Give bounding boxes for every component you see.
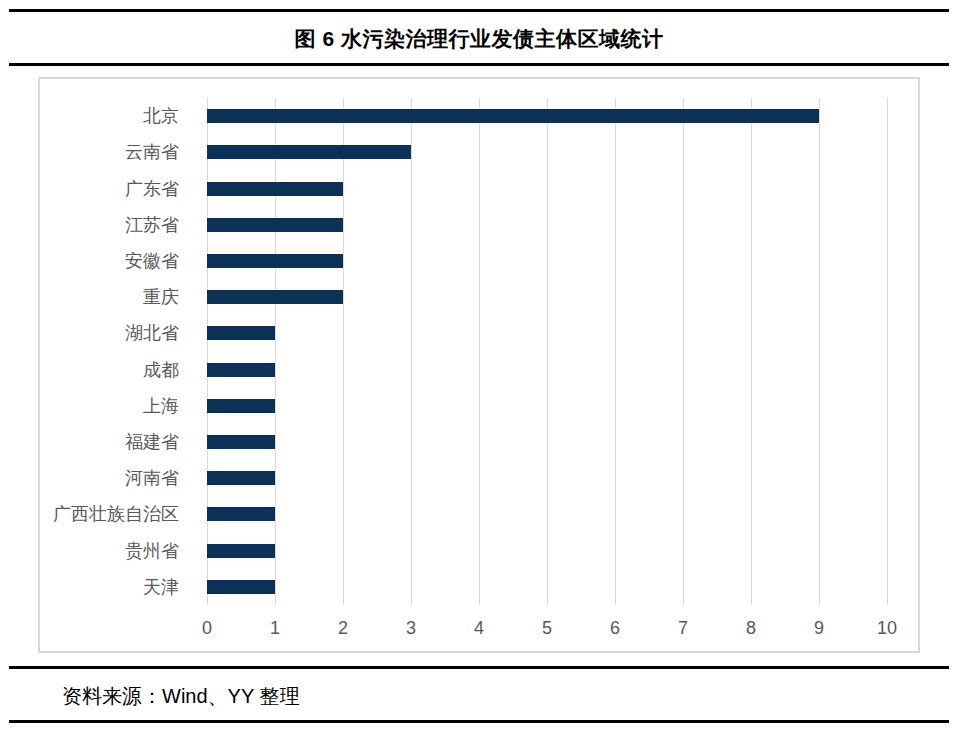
- bar: [207, 507, 275, 521]
- bar-chart-plot-area: 北京云南省广东省江苏省安徽省重庆湖北省成都上海福建省河南省广西壮族自治区贵州省天…: [207, 98, 887, 605]
- bar: [207, 435, 275, 449]
- bar: [207, 399, 275, 413]
- chart-frame: 北京云南省广东省江苏省安徽省重庆湖北省成都上海福建省河南省广西壮族自治区贵州省天…: [38, 77, 920, 653]
- gridline: [887, 98, 888, 605]
- category-label: 北京: [143, 104, 179, 128]
- category-label: 河南省: [125, 466, 179, 490]
- report-page: 图 6 水污染治理行业发债主体区域统计 北京云南省广东省江苏省安徽省重庆湖北省成…: [0, 0, 958, 732]
- bar: [207, 145, 411, 159]
- category-label: 江苏省: [125, 213, 179, 237]
- bar: [207, 254, 343, 268]
- title-bottom-rule: [9, 63, 949, 66]
- x-axis-tick-label: 5: [542, 618, 552, 639]
- bar-row: 成都: [207, 352, 887, 388]
- category-label: 成都: [143, 358, 179, 382]
- bar-row: 河南省: [207, 460, 887, 496]
- category-label: 安徽省: [125, 249, 179, 273]
- category-label: 福建省: [125, 430, 179, 454]
- bar-row: 上海: [207, 388, 887, 424]
- bar-row: 广东省: [207, 170, 887, 206]
- category-label: 贵州省: [125, 539, 179, 563]
- category-label: 广西壮族自治区: [53, 502, 179, 526]
- category-label: 广东省: [125, 177, 179, 201]
- x-axis-tick-label: 8: [746, 618, 756, 639]
- x-axis-tick-label: 6: [610, 618, 620, 639]
- bar: [207, 218, 343, 232]
- figure-title: 图 6 水污染治理行业发债主体区域统计: [0, 25, 958, 53]
- x-axis-tick-label: 4: [474, 618, 484, 639]
- category-label: 重庆: [143, 285, 179, 309]
- x-axis-tick-label: 10: [877, 618, 897, 639]
- x-axis-tick-label: 2: [338, 618, 348, 639]
- bar: [207, 544, 275, 558]
- category-label: 天津: [143, 575, 179, 599]
- bar: [207, 363, 275, 377]
- bar-row: 广西壮族自治区: [207, 496, 887, 532]
- footer-top-rule: [9, 666, 949, 669]
- bar: [207, 182, 343, 196]
- footer-bottom-rule: [9, 720, 949, 723]
- bar: [207, 326, 275, 340]
- bar: [207, 471, 275, 485]
- bar-row: 江苏省: [207, 207, 887, 243]
- x-axis-tick-label: 7: [678, 618, 688, 639]
- x-axis-tick-label: 0: [202, 618, 212, 639]
- bar: [207, 109, 819, 123]
- bar-row: 北京: [207, 98, 887, 134]
- bar: [207, 580, 275, 594]
- bar-row: 湖北省: [207, 315, 887, 351]
- category-label: 湖北省: [125, 321, 179, 345]
- category-label: 上海: [143, 394, 179, 418]
- bar-row: 贵州省: [207, 533, 887, 569]
- x-axis-tick-label: 1: [270, 618, 280, 639]
- bar-row: 重庆: [207, 279, 887, 315]
- x-axis-tick-label: 9: [814, 618, 824, 639]
- bar-row: 云南省: [207, 134, 887, 170]
- category-label: 云南省: [125, 140, 179, 164]
- x-axis-tick-label: 3: [406, 618, 416, 639]
- bar-row: 福建省: [207, 424, 887, 460]
- source-note: 资料来源：Wind、YY 整理: [62, 683, 299, 710]
- bar-row: 安徽省: [207, 243, 887, 279]
- top-rule: [9, 9, 949, 12]
- bar: [207, 290, 343, 304]
- bar-row: 天津: [207, 569, 887, 605]
